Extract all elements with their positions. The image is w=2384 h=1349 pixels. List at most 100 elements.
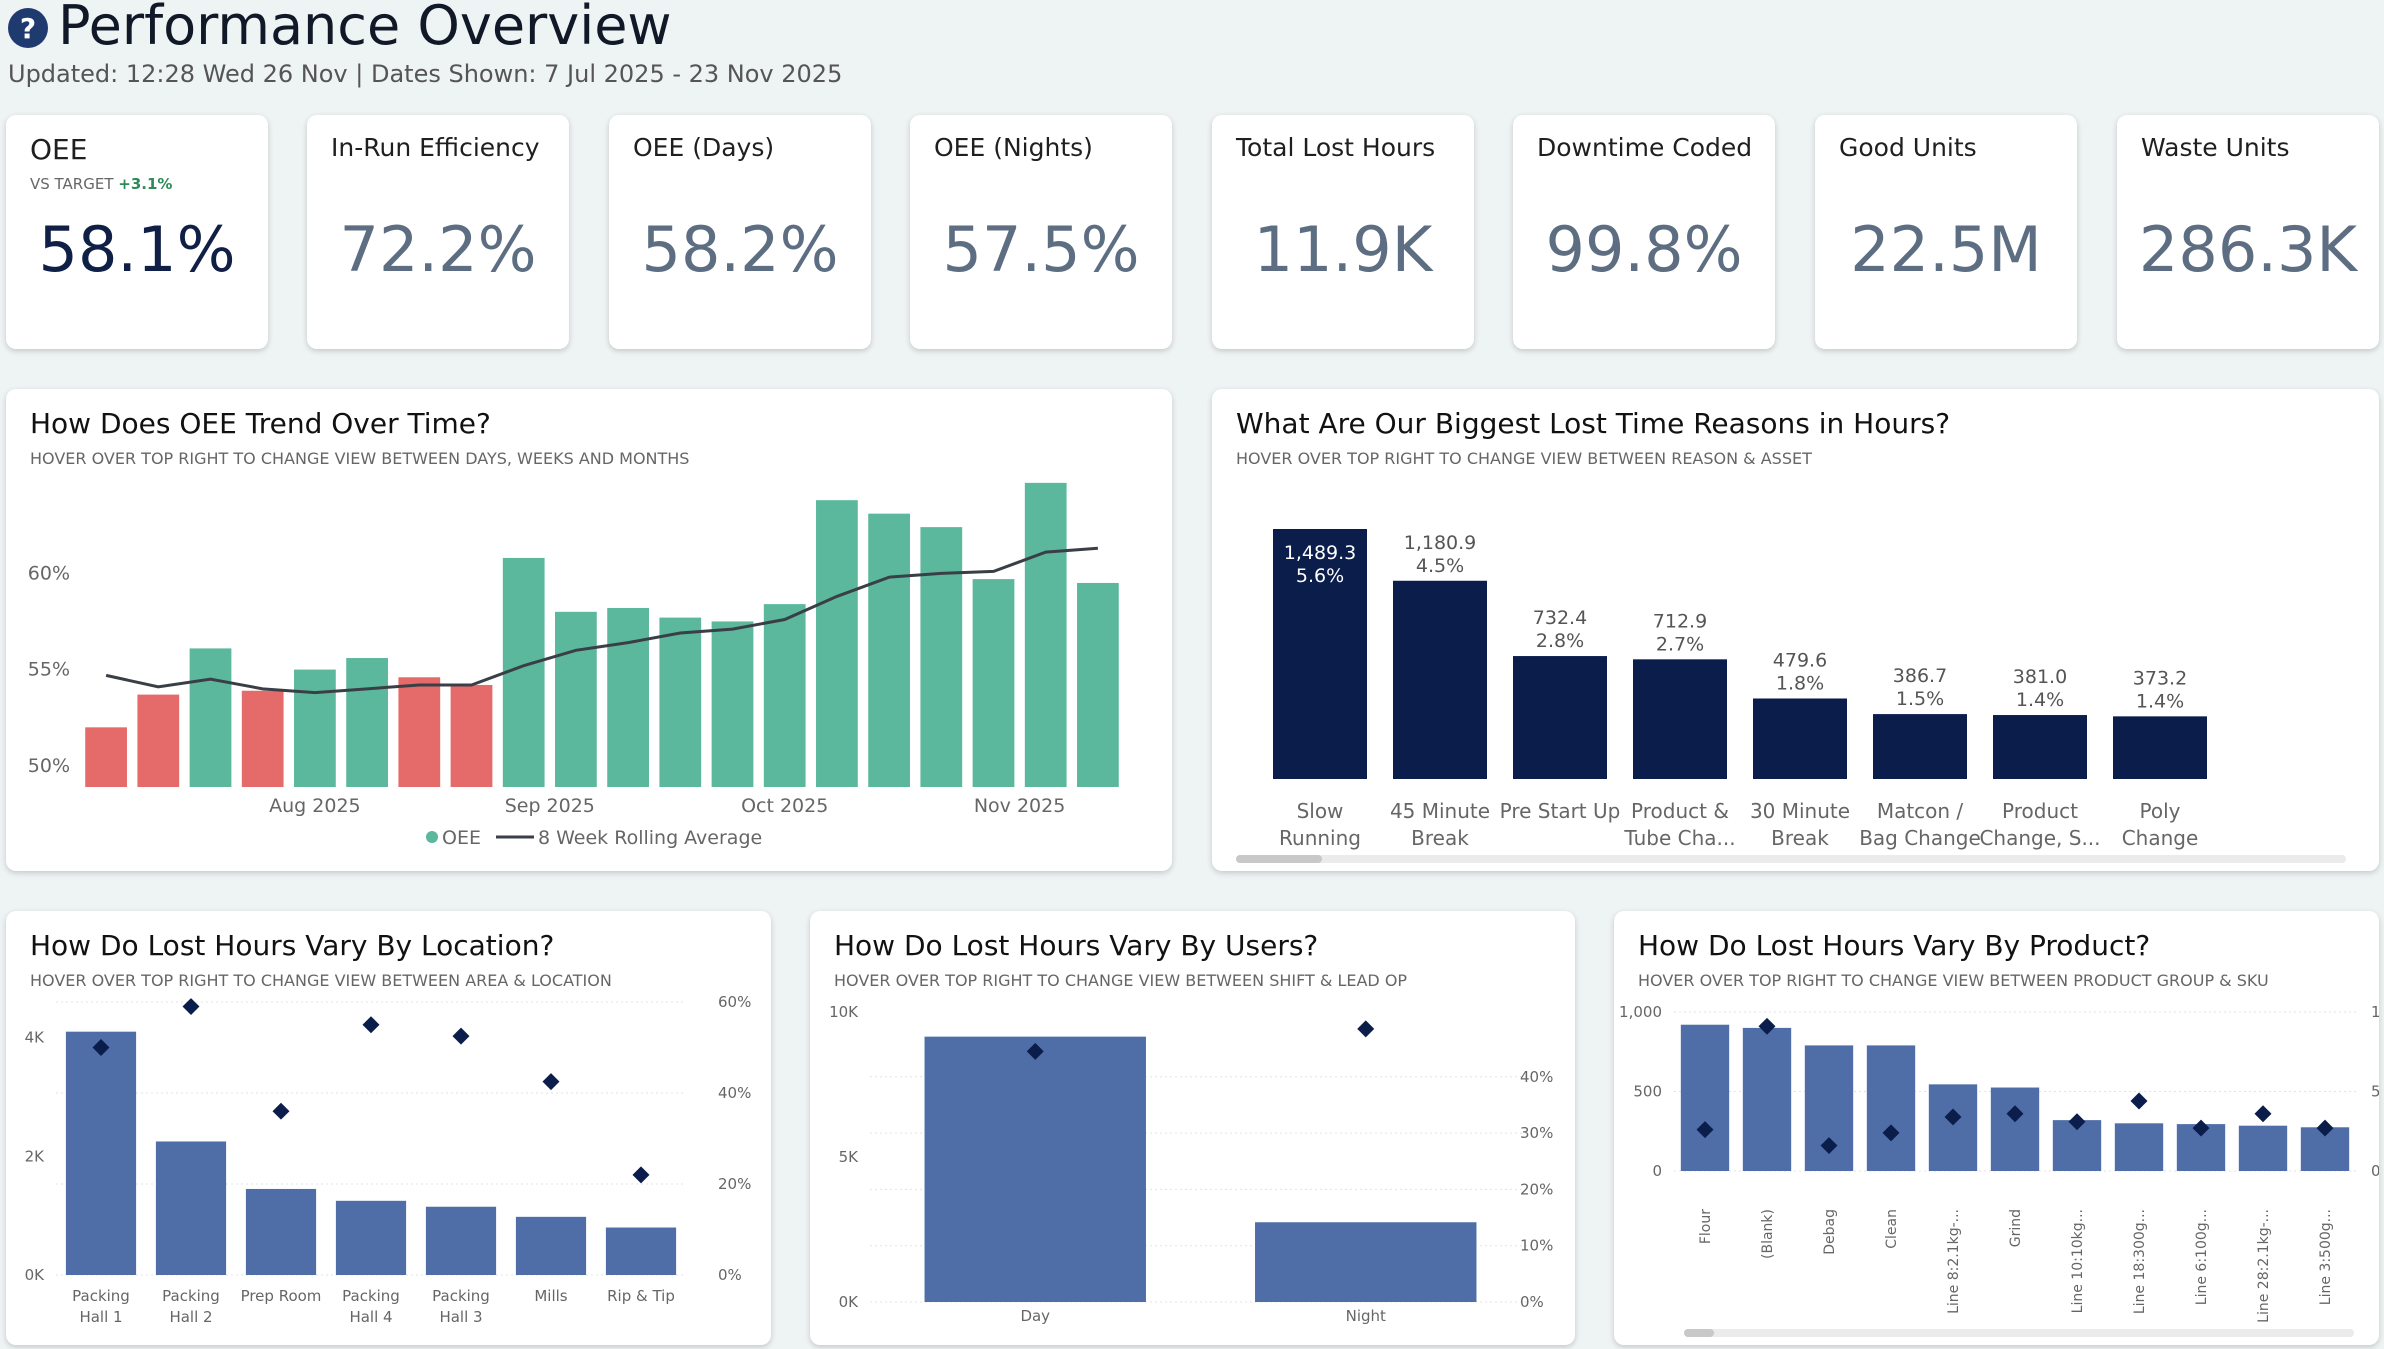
lost-hours-bar (515, 1216, 587, 1275)
lost-hours-bar (335, 1200, 407, 1275)
percentage-marker (2130, 1092, 2148, 1110)
value-label: 381.0 (2013, 666, 2067, 688)
reason-bar (1993, 715, 2087, 779)
y2-tick-label: 40% (718, 1084, 751, 1102)
users-card: How Do Lost Hours Vary By Users? HOVER O… (810, 911, 1575, 1345)
category-label: Rip & Tip (607, 1287, 675, 1305)
oee-bar (607, 607, 649, 787)
lost-hours-bar (1742, 1027, 1792, 1171)
kpi-label: Total Lost Hours (1236, 133, 1436, 162)
oee-bar (868, 513, 910, 787)
oee-bar (137, 694, 180, 787)
x-tick-label: Oct 2025 (741, 795, 828, 817)
chart-subtitle: HOVER OVER TOP RIGHT TO CHANGE VIEW BETW… (1638, 971, 2269, 990)
percentage-marker (632, 1166, 650, 1184)
y2-tick-label: 0% (1520, 1293, 1544, 1311)
category-label: Prep Room (241, 1287, 322, 1305)
category-label: Packing (72, 1287, 130, 1305)
kpi-value: 22.5M (1850, 213, 2042, 286)
y2-tick-label: 20% (1520, 1180, 1553, 1198)
kpi-card-total-lost-hours[interactable]: Total Lost Hours 11.9K (1212, 115, 1474, 349)
y2-tick-label: 30% (1520, 1124, 1553, 1142)
oee-bar (189, 648, 232, 787)
y-tick-label: 0K (25, 1266, 46, 1284)
oee-bar (659, 617, 702, 787)
value-label: 1,180.9 (1404, 532, 1477, 554)
x-tick-label: Nov 2025 (974, 795, 1065, 817)
kpi-value: 72.2% (339, 213, 537, 286)
reason-bar (1873, 714, 1967, 779)
value-label: 479.6 (1773, 649, 1827, 671)
pct-label: 1.8% (1776, 672, 1824, 694)
horizontal-scrollbar[interactable] (1684, 1329, 2354, 1337)
oee-bar (972, 579, 1015, 787)
kpi-card-oee-nights[interactable]: OEE (Nights) 57.5% (910, 115, 1172, 349)
kpi-label: Downtime Coded (1537, 133, 1753, 162)
lost-hours-bar (924, 1036, 1146, 1302)
lost-hours-bar (1990, 1087, 2040, 1171)
kpi-card-in-run-efficiency[interactable]: In-Run Efficiency 72.2% (307, 115, 569, 349)
lost-hours-bar (1680, 1024, 1730, 1171)
reason-bar (1633, 659, 1727, 779)
kpi-label: OEE (Nights) (934, 133, 1093, 162)
category-label: Hall 1 (79, 1308, 122, 1326)
y2-tick-label: 100% (2371, 1003, 2379, 1021)
kpi-label: Waste Units (2141, 133, 2290, 162)
chart-subtitle: HOVER OVER TOP RIGHT TO CHANGE VIEW BETW… (834, 971, 1408, 990)
kpi-label: OEE (Days) (633, 133, 775, 162)
oee-bar (85, 727, 127, 787)
page-title: Performance Overview (58, 0, 672, 57)
category-label: Break (1771, 826, 1829, 850)
category-label: Product & (1631, 799, 1729, 823)
category-label: Packing (162, 1287, 220, 1305)
kpi-value: 11.9K (1253, 213, 1433, 286)
oee-bar (816, 500, 858, 787)
kpi-card-downtime-coded[interactable]: Downtime Coded 99.8% (1513, 115, 1775, 349)
product-chart[interactable]: 1,000 500 0 100% 50% 0% Flour (Blank) Debag Clean… (1614, 911, 2379, 1345)
scrollbar-thumb[interactable] (1236, 855, 1322, 863)
oee-bar (450, 684, 493, 787)
pct-label: 5.6% (1296, 565, 1344, 587)
y-tick-label: 0K (839, 1293, 860, 1311)
kpi-card-oee-days[interactable]: OEE (Days) 58.2% (609, 115, 871, 349)
lost-hours-bar (65, 1031, 137, 1275)
percentage-marker (2316, 1119, 2334, 1137)
scrollbar-thumb[interactable] (1684, 1329, 1714, 1337)
value-label: 1,489.3 (1284, 542, 1357, 564)
category-label: Pre Start Up (1500, 799, 1621, 823)
pct-label: 1.5% (1896, 688, 1944, 710)
percentage-marker (1944, 1108, 1962, 1126)
kpi-card-waste-units[interactable]: Waste Units 286.3K (2117, 115, 2379, 349)
users-chart[interactable]: 10K 5K 0K 40% 30% 20% 10% 0% Day Night (810, 911, 1575, 1345)
percentage-marker (272, 1102, 290, 1120)
kpi-card-good-units[interactable]: Good Units 22.5M (1815, 115, 2077, 349)
kpi-target-delta: +3.1% (118, 175, 173, 193)
category-label: Line 18:300g... (2132, 1209, 2148, 1314)
reason-bar (1393, 580, 1487, 779)
lost-hours-bar (2238, 1125, 2288, 1171)
chart-title: How Do Lost Hours Vary By Location? (30, 929, 555, 962)
category-label: Product (2002, 799, 2078, 823)
y-tick-label: 4K (25, 1029, 46, 1047)
oee-bar (241, 690, 284, 787)
category-label: Line 6:100g... (2194, 1209, 2210, 1305)
category-label: (Blank) (1760, 1209, 1776, 1259)
chart-subtitle: HOVER OVER TOP RIGHT TO CHANGE VIEW BETW… (30, 971, 612, 990)
lost-reasons-chart[interactable]: 1,489.35.6% Slow Running 1,180.94.5% 45 Minu… (1212, 389, 2379, 871)
oee-trend-chart[interactable]: 60% 55% 50% Aug 2025 Sep 2025 Oct 2025 Nov 202… (6, 389, 1172, 871)
category-label: Slow (1297, 799, 1344, 823)
category-label: Debag (1822, 1209, 1838, 1255)
product-card: How Do Lost Hours Vary By Product? HOVER… (1614, 911, 2379, 1345)
x-tick-label: Aug 2025 (269, 795, 361, 817)
help-icon[interactable]: ? (8, 8, 48, 48)
category-label: Line 3:500g... (2318, 1209, 2334, 1305)
location-chart[interactable]: 4K 2K 0K 60% 40% 20% 0% Packing Hall 1 Packing Hal… (6, 911, 771, 1345)
lost-hours-bar (1866, 1045, 1916, 1171)
chart-title: How Does OEE Trend Over Time? (30, 407, 491, 440)
chart-title: How Do Lost Hours Vary By Product? (1638, 929, 2151, 962)
horizontal-scrollbar[interactable] (1236, 855, 2346, 863)
category-label: Break (1411, 826, 1469, 850)
percentage-marker (542, 1073, 560, 1091)
kpi-value: 286.3K (2138, 213, 2358, 286)
kpi-card-oee[interactable]: OEE VS TARGET +3.1% 58.1% (6, 115, 268, 349)
